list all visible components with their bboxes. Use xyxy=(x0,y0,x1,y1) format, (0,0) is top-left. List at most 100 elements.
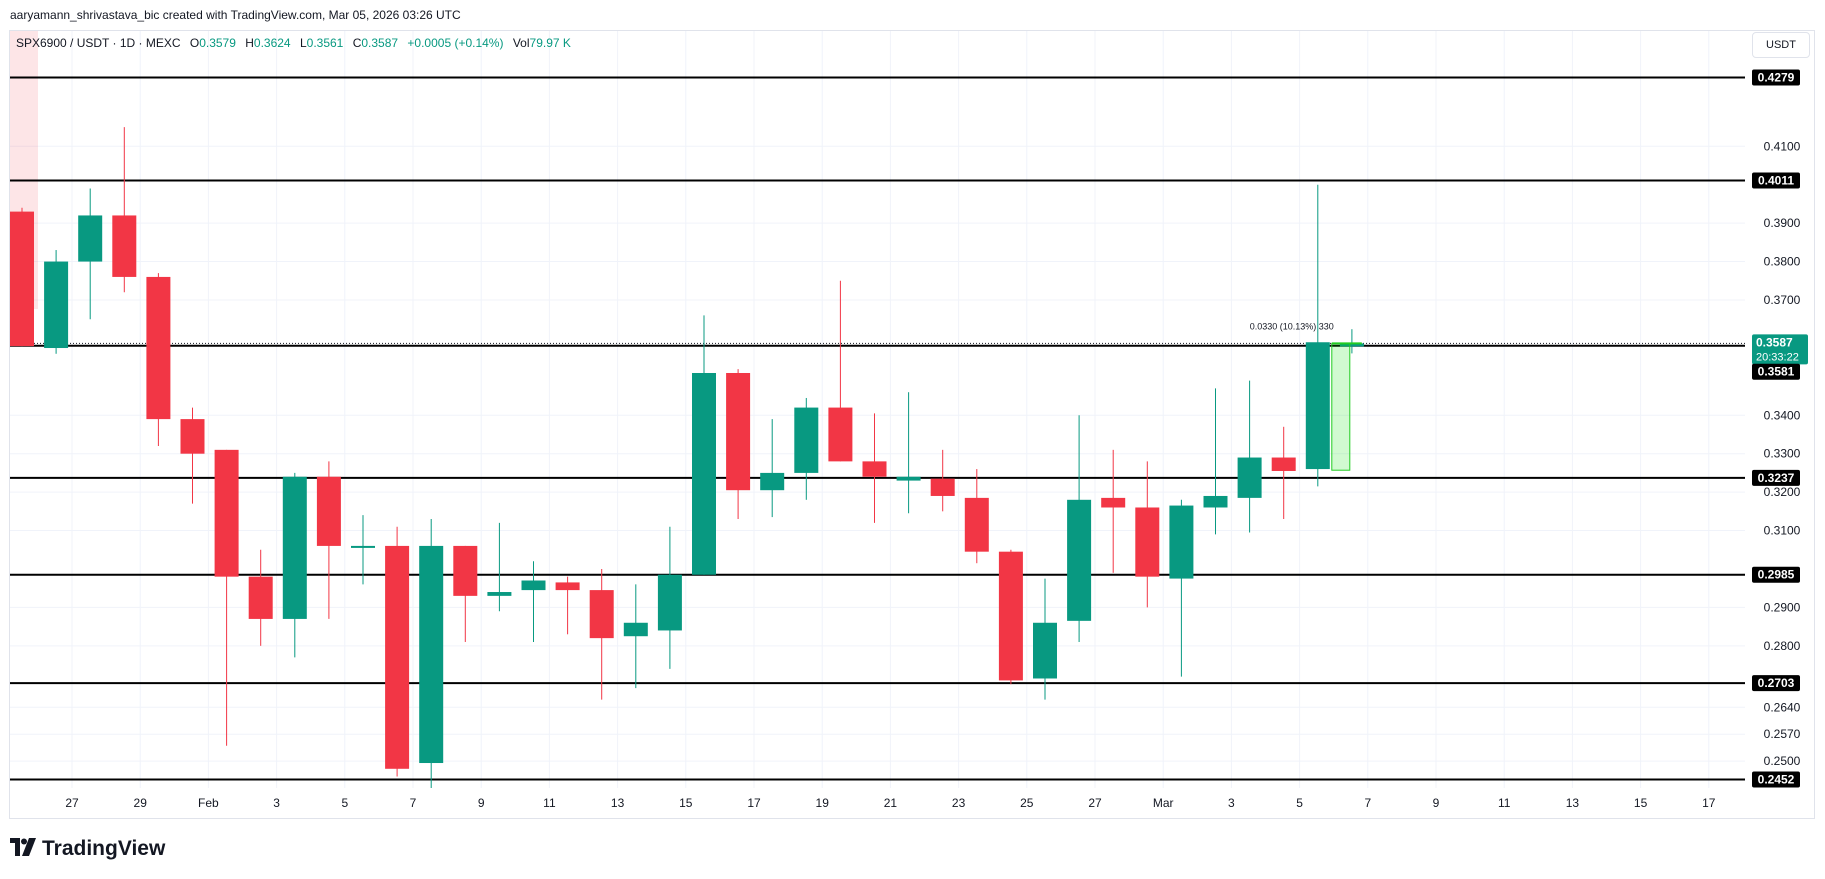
measure-box[interactable] xyxy=(1331,342,1351,471)
candle-body xyxy=(112,215,137,277)
candle-body xyxy=(453,545,478,596)
horizontal-levels[interactable] xyxy=(10,76,1745,781)
candle[interactable] xyxy=(1067,415,1092,642)
candle[interactable] xyxy=(828,280,853,462)
candle[interactable] xyxy=(112,127,137,293)
y-tick-label: 0.4100 xyxy=(1764,139,1801,153)
candles[interactable] xyxy=(10,127,1364,788)
y-tick-label: 0.3900 xyxy=(1764,216,1801,230)
candle[interactable] xyxy=(1033,578,1057,700)
candle[interactable] xyxy=(998,549,1023,685)
candle[interactable] xyxy=(896,392,921,514)
level-price-label: 0.2703 xyxy=(1758,676,1795,690)
x-tick-label: 21 xyxy=(884,796,898,810)
candle[interactable] xyxy=(930,449,955,512)
x-tick-label: Feb xyxy=(198,796,219,810)
candle-body xyxy=(1135,507,1160,577)
candle-body xyxy=(589,590,614,639)
candle-body xyxy=(1339,343,1364,347)
candle[interactable] xyxy=(44,250,69,354)
candle[interactable] xyxy=(180,407,205,504)
currency-button[interactable]: USDT xyxy=(1752,32,1810,58)
attribution-text: aaryamann_shrivastava_bic created with T… xyxy=(10,8,461,22)
last-price-label: 0.3587 xyxy=(1756,335,1793,349)
candle[interactable] xyxy=(726,369,751,520)
candle-body xyxy=(692,372,716,575)
level-price-label: 0.3237 xyxy=(1758,471,1795,485)
candle[interactable] xyxy=(521,561,546,642)
candle[interactable] xyxy=(657,526,682,669)
grid xyxy=(10,31,1745,788)
candle[interactable] xyxy=(316,461,341,619)
candle-body xyxy=(1101,497,1126,508)
level-price-tag xyxy=(1752,172,1800,189)
candle[interactable] xyxy=(623,584,648,689)
candle[interactable] xyxy=(760,419,785,518)
candle[interactable] xyxy=(964,469,989,564)
candle-body xyxy=(521,580,546,591)
candle-body xyxy=(146,276,171,420)
candle-body xyxy=(862,461,887,477)
candle[interactable] xyxy=(1237,380,1262,533)
y-tick-label: 0.2900 xyxy=(1764,600,1801,614)
price-axis[interactable]: 0.4100 0.3900 0.3800 0.3700 0.3400 0.3300 0.32… xyxy=(1752,69,1808,788)
candle[interactable] xyxy=(385,526,410,777)
candle-body xyxy=(214,449,239,577)
level-price-label: 0.4011 xyxy=(1758,173,1794,187)
candle[interactable] xyxy=(1203,388,1228,535)
level-price-tag xyxy=(1752,771,1800,788)
candle[interactable] xyxy=(248,549,273,646)
level-price-tag xyxy=(1752,469,1800,486)
y-tick-label: 0.3100 xyxy=(1764,524,1801,538)
y-tick-label: 0.2800 xyxy=(1764,639,1801,653)
low-value: 0.3561 xyxy=(306,36,344,50)
candle[interactable] xyxy=(419,519,444,788)
symbol-name[interactable]: SPX6900 / USDT · 1D · MEXC xyxy=(16,36,181,50)
candle[interactable] xyxy=(214,449,239,746)
volume-value: 79.97 K xyxy=(529,36,571,50)
candle[interactable] xyxy=(282,472,307,658)
change-value: +0.0005 (+0.14%) xyxy=(407,36,504,50)
x-tick-label: 17 xyxy=(747,796,761,810)
candle[interactable] xyxy=(1135,461,1160,608)
candle[interactable] xyxy=(146,273,171,447)
candle[interactable] xyxy=(794,397,819,500)
candle[interactable] xyxy=(1271,426,1296,520)
volume-label: Vol xyxy=(512,36,530,50)
level-price-tag xyxy=(1752,363,1800,380)
tradingview-logo[interactable]: TradingView xyxy=(10,836,165,862)
price-range-measure[interactable]: 0.0330 (10.13%) 330 xyxy=(1250,321,1362,471)
candle-body xyxy=(1271,457,1296,471)
x-tick-label: 3 xyxy=(1228,796,1235,810)
candle[interactable] xyxy=(1169,499,1194,677)
candle[interactable] xyxy=(453,545,478,642)
chart-pane[interactable] xyxy=(9,30,1815,819)
candle[interactable] xyxy=(487,522,512,612)
candle[interactable] xyxy=(1101,449,1126,573)
x-tick-label: 11 xyxy=(543,796,556,810)
candle[interactable] xyxy=(555,576,580,635)
level-price-tag xyxy=(1752,69,1800,86)
last-price-tag xyxy=(1752,334,1808,365)
close-value: 0.3587 xyxy=(361,36,399,50)
candle-body xyxy=(1169,505,1194,579)
candle-body xyxy=(794,407,819,473)
x-tick-label: 27 xyxy=(1088,796,1102,810)
candle[interactable] xyxy=(1339,329,1364,354)
candle[interactable] xyxy=(692,315,716,575)
candle[interactable] xyxy=(862,413,887,523)
symbol-legend: SPX6900 / USDT · 1D · MEXC O0.3579 H0.36… xyxy=(16,36,571,50)
candle-body xyxy=(316,476,341,546)
candle[interactable] xyxy=(589,568,614,700)
y-tick-label: 0.3400 xyxy=(1764,408,1801,422)
measure-label: 0.0330 (10.13%) 330 xyxy=(1250,321,1334,331)
candle[interactable] xyxy=(10,207,34,347)
y-tick-label: 0.2570 xyxy=(1764,727,1801,741)
candle[interactable] xyxy=(351,515,375,585)
low-label: L xyxy=(299,36,307,50)
candle[interactable] xyxy=(1305,184,1330,487)
candle[interactable] xyxy=(78,188,103,320)
time-axis[interactable]: 27 29 Feb 3 5 7 9 11 13 15 17 19 21 23 25 27 Mar 3 5 7 9 11 13… xyxy=(65,796,1715,810)
x-tick-label: 9 xyxy=(478,796,485,810)
